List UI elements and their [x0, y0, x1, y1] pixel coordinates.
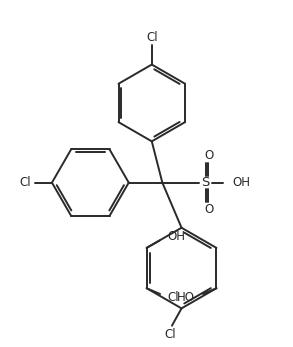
- Text: Cl: Cl: [164, 328, 176, 341]
- Text: Cl: Cl: [146, 31, 158, 44]
- Text: Cl: Cl: [168, 291, 179, 304]
- Text: O: O: [205, 203, 214, 216]
- Text: O: O: [205, 149, 214, 162]
- Text: HO: HO: [177, 291, 195, 304]
- Text: OH: OH: [168, 230, 186, 243]
- Text: S: S: [201, 176, 210, 189]
- Text: Cl: Cl: [19, 176, 31, 189]
- Text: OH: OH: [232, 176, 251, 189]
